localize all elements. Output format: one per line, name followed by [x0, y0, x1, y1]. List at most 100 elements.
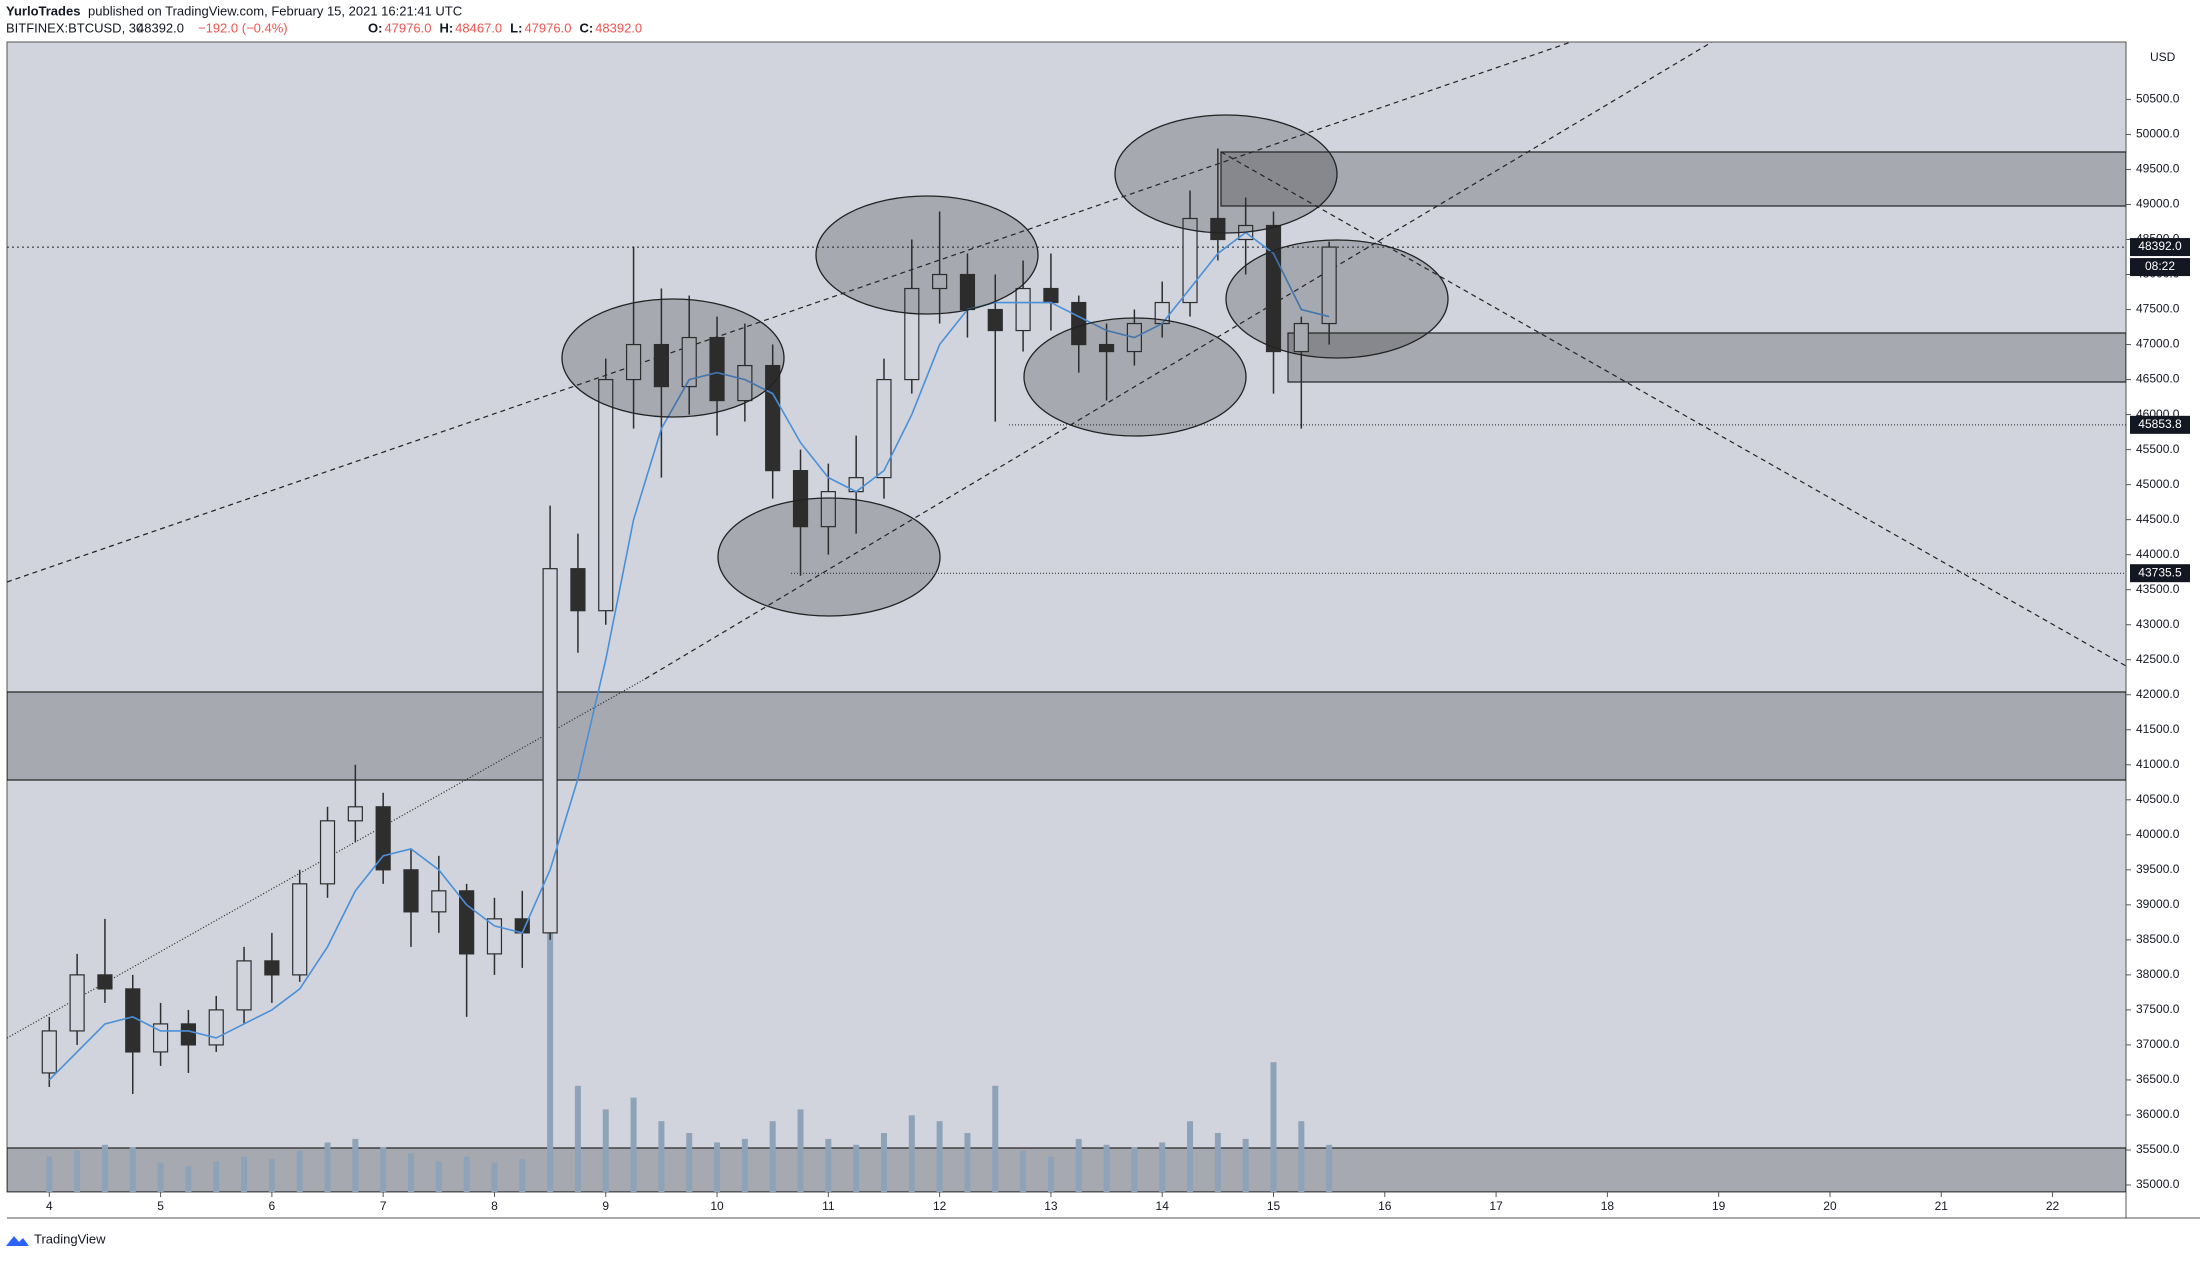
y-tick-label: 43500.0 [2136, 582, 2180, 596]
y-tick-label: 50500.0 [2136, 92, 2180, 106]
volume-bar [491, 1162, 498, 1192]
candle-body [570, 568, 586, 612]
candle-body [236, 960, 252, 1011]
volume-bar [268, 1158, 275, 1192]
x-tick-label: 10 [710, 1199, 724, 1213]
plot-area [6, 41, 2127, 1193]
trend-line [7, 42, 1572, 583]
plot [7, 42, 2126, 1192]
volume-bar [1298, 1121, 1305, 1192]
x-tick-label: 6 [269, 1199, 276, 1213]
candle-body [69, 974, 85, 1032]
candle-body [208, 1009, 224, 1046]
candle-body [876, 378, 892, 479]
y-tick-label: 39500.0 [2136, 862, 2180, 876]
x-tick-label: 14 [1156, 1199, 1170, 1213]
candle-body [1210, 217, 1226, 241]
trend-line [644, 42, 1713, 680]
candle-body [1293, 322, 1309, 353]
price-label: 48392.0 [2138, 239, 2182, 253]
x-tick-label: 12 [933, 1199, 947, 1213]
volume-bar [1242, 1138, 1249, 1192]
volume-bar [1103, 1144, 1110, 1192]
y-tick-label: 36500.0 [2136, 1072, 2180, 1086]
volume-bar [380, 1147, 387, 1192]
volume-bar [1270, 1062, 1277, 1192]
published: published on TradingView.com, February 1… [88, 3, 462, 18]
price-label: 43735.5 [2138, 565, 2182, 579]
y-tick-label: 38000.0 [2136, 967, 2180, 981]
candle-body [542, 568, 558, 934]
y-tick-label: 37500.0 [2136, 1002, 2180, 1016]
candle-body [459, 890, 475, 955]
x-tick-label: 21 [1935, 1199, 1949, 1213]
trend-line [1220, 151, 2126, 667]
x-tick-label: 19 [1712, 1199, 1726, 1213]
candle-body [375, 806, 391, 871]
y-tick-label: 45500.0 [2136, 442, 2180, 456]
y-tick-label: 47500.0 [2136, 302, 2180, 316]
candle-body [41, 1030, 57, 1074]
highlight-ellipse [1225, 239, 1449, 359]
zone [1287, 332, 2126, 383]
candle-body [1015, 287, 1031, 332]
candle-body [1043, 287, 1059, 304]
ohlc-label: H: [439, 20, 453, 35]
candle-body [987, 308, 1003, 332]
zone [7, 691, 2126, 781]
ohlc-label: C: [579, 20, 593, 35]
x-tick-label: 11 [822, 1199, 835, 1213]
y-tick-label: 41000.0 [2136, 757, 2180, 771]
y-tick-label: 44500.0 [2136, 512, 2180, 526]
x-tick-label: 15 [1267, 1199, 1281, 1213]
y-tick-label: 47000.0 [2136, 337, 2180, 351]
volume-bar [352, 1138, 359, 1192]
price-label-box [2130, 564, 2190, 583]
volume-bar [1214, 1133, 1221, 1192]
volume-bar [324, 1142, 331, 1192]
candle-body [598, 378, 614, 612]
candle-body [1182, 217, 1198, 304]
volume-bar [880, 1133, 887, 1192]
currency: USD [2150, 50, 2176, 64]
candle-body [347, 806, 363, 822]
volume-bar [602, 1109, 609, 1192]
candle-body [1321, 246, 1337, 325]
price-label-box [2130, 415, 2190, 434]
candle-body [319, 820, 336, 885]
candle-body [1098, 343, 1115, 353]
volume-bar [714, 1142, 721, 1192]
candle-body [292, 883, 308, 976]
volume-bar [769, 1121, 776, 1192]
x-tick-label: 18 [1601, 1199, 1615, 1213]
countdown: 08:22 [2145, 259, 2175, 273]
y-tick-label: 37000.0 [2136, 1037, 2180, 1051]
logo [6, 1236, 29, 1246]
y-tick-label: 41500.0 [2136, 722, 2180, 736]
candle-body [625, 343, 642, 381]
candle-body [653, 343, 669, 388]
volume-bar [686, 1133, 693, 1192]
x-tick-label: 7 [380, 1199, 387, 1213]
x-tick-label: 5 [157, 1199, 164, 1213]
ohlc-value: 47976.0 [384, 20, 431, 35]
zone [7, 1147, 2126, 1192]
volume-bar [658, 1121, 665, 1192]
volume-bar [241, 1156, 248, 1192]
highlight-ellipse [561, 298, 785, 418]
x-tick-label: 9 [602, 1199, 609, 1213]
y-tick-label: 35500.0 [2136, 1142, 2180, 1156]
y-tick-label: 39000.0 [2136, 897, 2180, 911]
candle-body [1265, 224, 1282, 353]
y-tick-label: 44000.0 [2136, 547, 2180, 561]
volume-bar [825, 1138, 832, 1192]
price-label: 45853.8 [2138, 417, 2182, 431]
volume-bar [853, 1144, 860, 1192]
candle-body [97, 974, 113, 990]
volume-bar [1020, 1150, 1027, 1192]
x-tick-label: 13 [1044, 1199, 1058, 1213]
y-tick-label: 42500.0 [2136, 652, 2180, 666]
y-tick-label: 40500.0 [2136, 792, 2180, 806]
volume-bar [46, 1156, 53, 1192]
ohlc-value: 48392.0 [595, 20, 642, 35]
